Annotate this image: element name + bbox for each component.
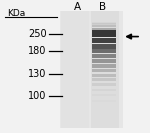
Text: 180: 180 [28,46,46,56]
Bar [92,23,116,25]
Bar [92,100,116,102]
Text: 100: 100 [28,91,46,101]
Bar [92,94,116,96]
Bar [92,28,116,30]
Bar [92,59,116,63]
Bar [92,64,116,68]
Bar [92,30,116,37]
Bar [92,38,116,43]
Text: KDa: KDa [8,9,26,18]
Text: A: A [74,2,81,12]
Bar [92,22,116,24]
Bar [92,89,116,91]
Bar [92,83,116,86]
Bar [92,78,116,81]
Text: B: B [99,2,106,12]
Bar [92,25,116,27]
Text: 250: 250 [28,29,46,39]
Bar [92,49,116,53]
Bar [92,69,116,72]
Bar [92,44,116,49]
Bar [92,74,116,77]
Text: 130: 130 [28,69,46,79]
Bar [92,54,116,58]
Bar [60,11,123,128]
Bar [61,11,89,128]
Bar [91,11,119,128]
